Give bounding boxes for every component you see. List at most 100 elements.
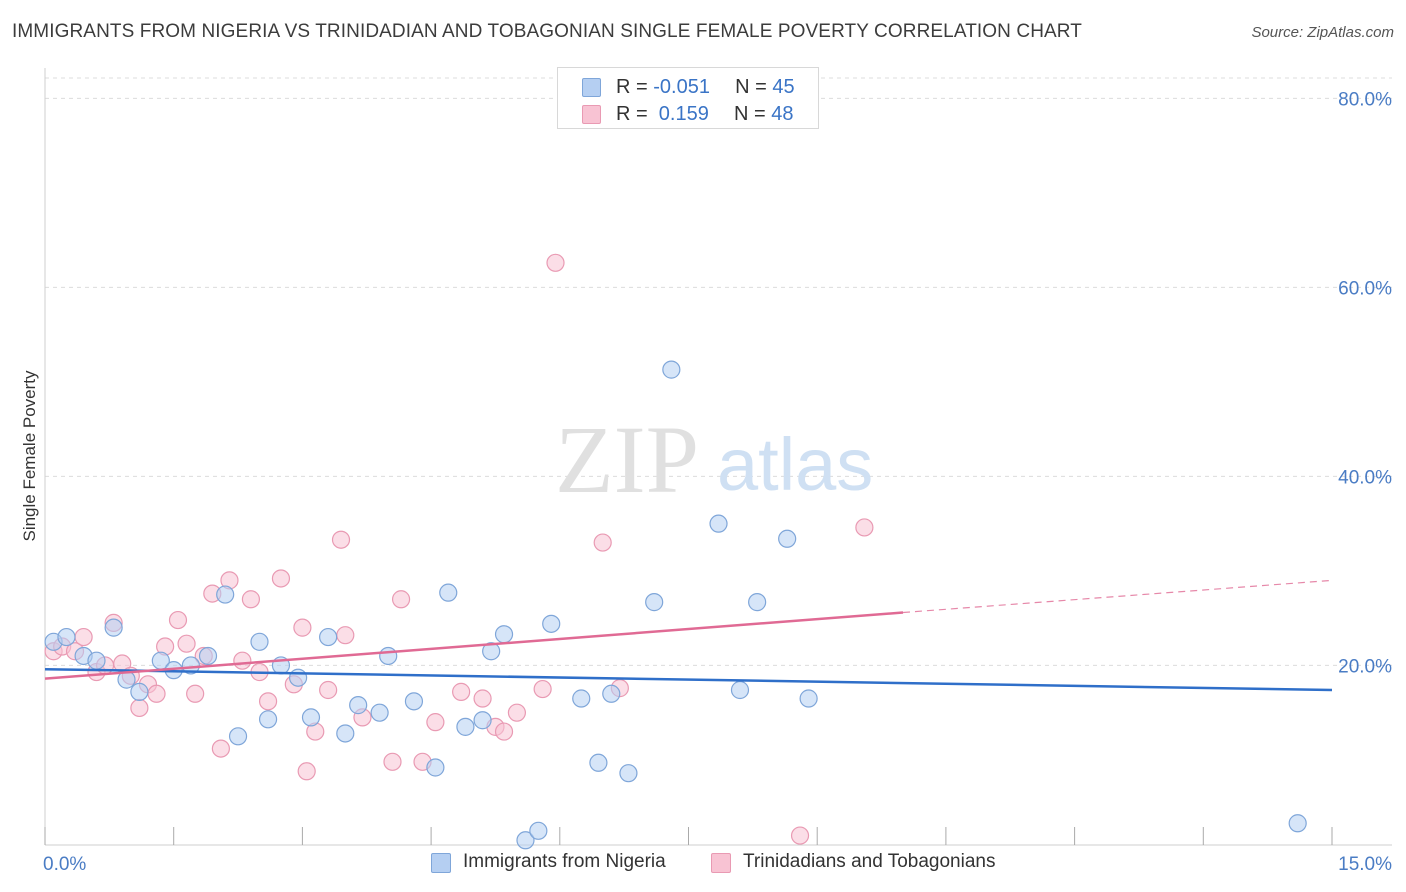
nigeria-point	[589, 753, 608, 772]
trinidadians-point	[130, 698, 149, 718]
trinidadians-point	[426, 713, 445, 732]
bottom-legend-label-trinidadians: Trinidadians and Tobagonians	[743, 851, 996, 872]
nigeria-point	[730, 680, 750, 700]
nigeria-point	[602, 684, 621, 703]
nigeria-point	[799, 689, 818, 708]
legend-n-value-nigeria: 45	[772, 76, 795, 98]
nigeria-point	[370, 703, 389, 722]
legend-n-label: N =	[733, 103, 772, 125]
nigeria-point	[57, 627, 76, 647]
y-axis-label: Single Female Poverty	[20, 370, 39, 542]
axes	[44, 68, 1392, 846]
bottom-legend-swatch-trinidadians	[711, 853, 731, 873]
trinidadians-point	[74, 627, 93, 647]
nigeria-point	[87, 651, 106, 670]
y-tick-label-20: 20.0%	[1338, 656, 1392, 677]
nigeria-point	[482, 642, 501, 661]
nigeria-point	[250, 632, 269, 651]
nigeria-point	[662, 360, 681, 379]
trinidadians-point	[233, 651, 252, 670]
watermark: ZIP atlas	[555, 406, 873, 513]
legend-swatch-nigeria	[582, 78, 601, 97]
legend-r-label: R =	[616, 76, 654, 98]
nigeria-point	[516, 831, 535, 850]
trinidadians-point	[331, 530, 351, 549]
nigeria-point	[709, 514, 728, 533]
nigeria-trend-line	[44, 667, 1333, 692]
trinidadians-point	[211, 739, 230, 758]
nigeria-point	[494, 625, 514, 644]
nigeria-point	[1288, 814, 1307, 833]
legend-swatch-trinidadians	[582, 105, 601, 124]
trinidadians-point	[271, 569, 291, 588]
tick-labels: 20.0% 40.0% 60.0% 80.0% 0.0% 15.0%	[43, 89, 1392, 875]
trinidadians-trend-line-dashed	[902, 579, 1333, 614]
x-tick-label-min: 0.0%	[43, 854, 86, 875]
watermark-atlas: atlas	[717, 423, 873, 506]
nigeria-point	[301, 708, 321, 727]
nigeria-point	[473, 711, 492, 730]
legend-r-value-trinidadians: 0.159	[653, 103, 709, 125]
chart-title: IMMIGRANTS FROM NIGERIA VS TRINIDADIAN A…	[12, 21, 1082, 42]
nigeria-point	[258, 710, 278, 729]
trinidadians-point	[297, 762, 316, 781]
trinidadians-point	[241, 590, 261, 609]
trinidadians-point	[790, 826, 810, 845]
trinidadians-point	[147, 684, 166, 703]
trinidadians-point	[452, 682, 471, 701]
nigeria-point	[181, 656, 200, 675]
trinidadians-point	[391, 590, 411, 609]
trinidadians-point	[336, 626, 355, 645]
y-tick-label-60: 60.0%	[1338, 278, 1392, 299]
trinidadians-trend-line	[44, 611, 904, 680]
trinidadians-point	[293, 618, 312, 637]
nigeria-point	[456, 717, 475, 736]
trinidadians-point	[177, 634, 196, 653]
trinidadians-point	[473, 689, 492, 708]
nigeria-point	[542, 614, 561, 633]
series-trinidadians-points	[44, 253, 874, 845]
watermark-zip: ZIP	[555, 406, 699, 513]
trinidadians-point	[494, 722, 514, 741]
nigeria-point	[426, 758, 445, 777]
nigeria-point	[645, 593, 664, 612]
bottom-legend-swatch-nigeria	[431, 853, 451, 873]
trinidadians-point	[168, 610, 188, 630]
correlation-legend: R = -0.051 N = 45 R = 0.159 N = 48	[557, 67, 819, 129]
legend-r-label: R =	[616, 103, 654, 125]
legend-n-value-trinidadians: 48	[771, 103, 794, 125]
trinidadians-point	[258, 692, 278, 711]
nigeria-point	[748, 593, 767, 612]
x-tick-label-max: 15.0%	[1338, 854, 1392, 875]
legend-r-value-nigeria: -0.051	[653, 76, 710, 98]
trinidadians-point	[546, 253, 565, 272]
nigeria-point	[379, 646, 398, 666]
trinidadians-point	[507, 703, 527, 722]
trinidadians-point	[593, 533, 612, 552]
trinidadians-point	[533, 679, 552, 699]
trinidadians-point	[855, 518, 874, 537]
series-nigeria-points	[44, 360, 1307, 850]
nigeria-point	[529, 821, 548, 840]
nigeria-point	[130, 682, 149, 701]
nigeria-point	[228, 727, 248, 746]
bottom-legend-label-nigeria: Immigrants from Nigeria	[463, 851, 666, 872]
nigeria-point	[336, 724, 355, 743]
legend-n-label: N =	[735, 76, 773, 98]
y-tick-label-40: 40.0%	[1338, 467, 1392, 488]
nigeria-point	[349, 696, 368, 715]
trinidadians-point	[383, 752, 402, 771]
grid-lines	[45, 77, 1392, 666]
nigeria-point	[572, 689, 591, 708]
source-label: Source: ZipAtlas.com	[1251, 24, 1394, 41]
nigeria-point	[619, 764, 638, 783]
nigeria-point	[778, 529, 797, 548]
nigeria-point	[319, 627, 338, 647]
nigeria-point	[104, 618, 123, 637]
nigeria-point	[404, 692, 424, 711]
trend-lines	[44, 579, 1333, 692]
trinidadians-point	[186, 684, 205, 703]
nigeria-point	[216, 585, 235, 604]
y-tick-label-80: 80.0%	[1338, 89, 1392, 110]
